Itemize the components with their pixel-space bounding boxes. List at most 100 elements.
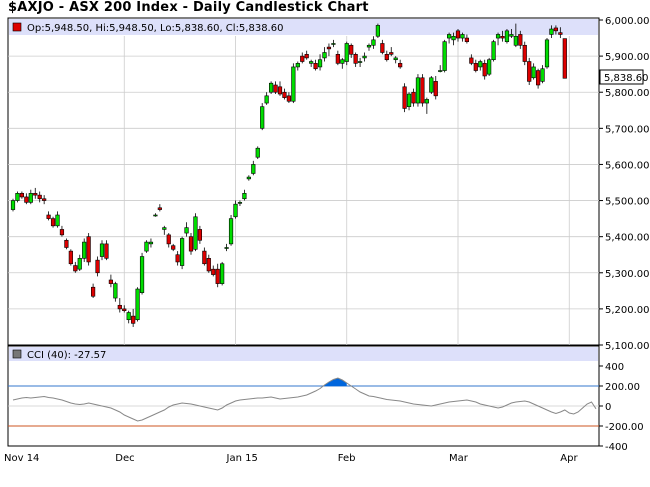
cci-series [12,377,597,422]
candle-up [260,106,265,129]
price-tick-label: 5,800.00 [605,88,650,99]
candle-down [464,37,470,42]
candle-down [411,91,416,104]
price-tick-label: 5,200.00 [605,305,650,316]
candle-down [157,207,162,210]
candle-up [10,200,16,210]
candle-down [59,229,65,236]
candle-up [317,59,323,68]
x-tick-label: Feb [338,453,356,464]
candle-up [531,66,536,79]
candle-down [535,70,541,86]
x-axis: Nov 14 Dec Jan 15 Feb Mar Apr [4,453,578,464]
candle-up [451,35,456,41]
candle-up [460,34,465,39]
candle-down [455,30,461,39]
candle-down [91,286,96,297]
candle-up [544,39,550,68]
candle-down [389,52,394,55]
candle-down [95,259,100,274]
candle-down [64,239,69,248]
cci-tick-label: 400 [605,362,624,373]
candle-up [220,263,225,284]
candle-up [184,227,189,234]
chart-title: $AXJO - ASX 200 Index - Daily Candlestic… [8,0,369,15]
cci-gridlines [8,385,599,427]
candle-up [371,39,376,46]
candle-up [126,312,131,321]
candle-up [357,61,363,63]
cci-y-axis: 400 0 -400 200.00 -200.00 [599,362,644,453]
x-tick-label: Jan 15 [226,453,258,464]
candle-up [99,243,105,257]
candle-up [406,93,412,107]
price-tick-label: 5,500.00 [605,197,650,208]
candles [10,23,567,327]
cci-legend-text: CCI (40): -27.57 [27,350,106,361]
candle-up [82,241,87,259]
cci-line [12,377,597,422]
candle-down [197,229,203,241]
candle-up [478,61,483,68]
candle-down [286,95,292,102]
x-tick-label: Dec [115,453,134,464]
candle-down [68,250,73,265]
last-price-label: 5,838.60 [604,73,649,84]
candle-down [402,86,407,109]
candle-down [37,194,42,200]
candle-up [268,82,274,93]
candle-up [495,34,501,39]
candle-up [255,147,260,158]
candle-up [366,44,372,48]
candle-up [242,193,247,200]
cci-legend-band [9,347,598,361]
candle-down [553,27,558,32]
candle-up [144,241,149,252]
candle-down [33,193,38,196]
candle-down [384,54,389,61]
candle-down [42,198,47,201]
price-tick-label: 6,000.00 [605,16,650,27]
candle-down [104,243,109,259]
candle-down [188,236,194,252]
candle-down [562,38,567,79]
candle-down [527,61,532,82]
cci-legend-swatch [12,349,22,359]
candle-down [108,279,113,284]
candle-down [473,63,478,71]
candle-down [206,258,211,272]
price-tick-label: 5,600.00 [605,160,650,171]
candle-down [518,34,523,46]
candle-up [139,256,145,293]
candle-up [193,216,198,250]
candle-up [309,61,314,64]
candle-down [313,63,318,70]
candle-up [438,70,443,72]
candle-down [558,32,563,35]
candle-up [549,28,554,35]
candle-up [322,52,327,59]
candle-down [215,268,220,284]
candle-up [487,59,492,75]
candle-down [171,245,176,250]
candle-down [398,63,403,68]
candle-up [180,238,185,266]
candle-down [353,54,358,64]
x-tick-label: Apr [560,453,578,464]
candle-down [282,91,287,98]
candle-down [277,86,283,95]
candle-down [469,57,474,64]
price-tick-label: 5,300.00 [605,269,650,280]
candle-up [264,95,269,104]
candle-up [295,63,300,68]
candle-down [86,236,91,263]
candle-up [135,288,140,321]
candle-down [122,308,127,311]
candle-up [291,66,296,102]
x-tick-label: Nov 14 [4,453,39,464]
candle-up [415,77,421,104]
candle-up [228,218,234,245]
candle-up [424,99,429,104]
candle-up [246,176,251,180]
